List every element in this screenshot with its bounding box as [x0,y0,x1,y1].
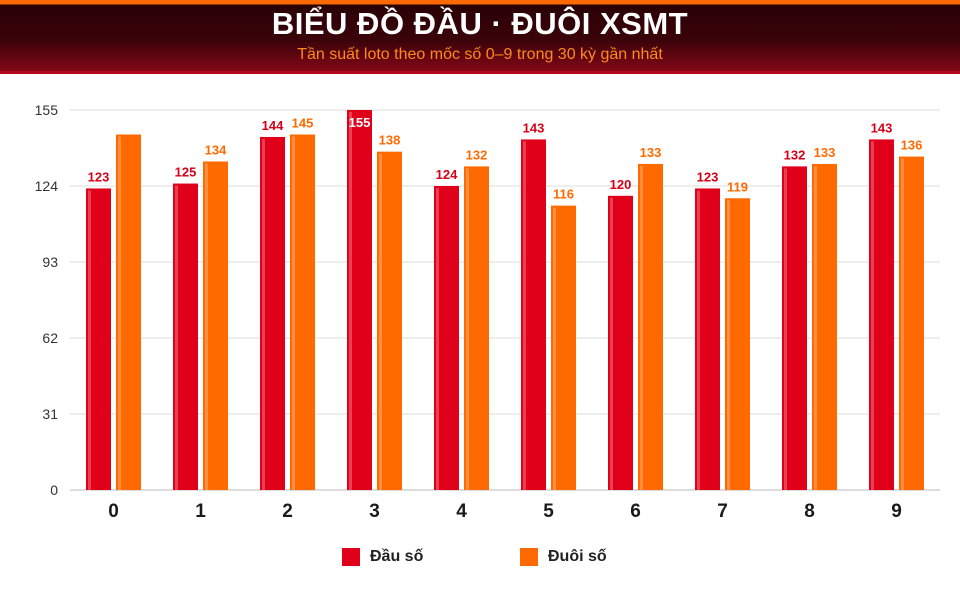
bar-dau [86,188,111,491]
y-tick-label: 124 [35,178,59,194]
bar-highlight [697,190,700,491]
legend-item-duoi[interactable]: Đuôi số [520,546,607,568]
data-label-dau: 124 [436,167,458,182]
bar-highlight [727,200,730,491]
data-label-dau: 123 [697,169,719,184]
bar-highlight [523,141,526,490]
y-tick-label: 155 [35,102,59,118]
chart-title: BIỂU ĐỒ ĐẦU · ĐUÔI XSMT [271,6,689,41]
legend-swatch-dau [342,548,360,566]
bar-highlight [466,168,469,491]
x-tick-label: 8 [804,501,815,522]
x-tick-label: 2 [282,501,293,522]
bar-dau [869,139,894,490]
data-label-duoi: 132 [466,147,488,162]
bar-dau [695,188,720,491]
bar-duoi [551,205,576,490]
legend: Đầu số Đuôi số [0,546,960,568]
bar-highlight [814,165,817,490]
bar-dau [347,110,372,490]
bar-dau [173,183,198,490]
bar-highlight [205,163,208,490]
bar-duoi [377,151,402,490]
bar-highlight [610,197,613,490]
bar-highlight [88,190,91,491]
x-tick-label: 4 [456,501,467,522]
bar-dau [782,166,807,491]
x-tick-label: 1 [195,501,206,522]
data-label-duoi: 138 [379,133,401,148]
data-label-dau: 155 [349,115,371,130]
bar-duoi [725,198,750,491]
bar-dau [260,136,285,490]
bar-duoi [116,134,141,491]
bar-highlight [553,207,556,490]
x-tick-label: 0 [108,501,119,522]
bar-highlight [379,153,382,490]
legend-label-dau: Đầu số [370,548,424,565]
bar-highlight [262,138,265,490]
data-label-dau: 132 [784,147,806,162]
data-label-duoi: 133 [640,145,662,160]
x-tick-label: 5 [543,501,554,522]
data-label-dau: 144 [262,118,284,133]
bar-duoi [899,156,924,491]
bar-highlight [871,141,874,490]
x-tick-label: 6 [630,501,641,522]
data-label-duoi: 119 [727,179,748,194]
data-label-duoi: 136 [901,138,923,153]
data-label-duoi: 116 [553,187,574,202]
data-label-duoi: 133 [814,145,836,160]
y-tick-label: 62 [42,330,58,346]
chart-subtitle: Tần suất loto theo mốc số 0–9 trong 30 k… [297,46,663,63]
legend-label-duoi: Đuôi số [548,548,607,565]
data-label-duoi: 145 [292,116,314,131]
bar-duoi [290,134,315,491]
bar-highlight [349,112,352,490]
data-label-dau: 125 [175,165,197,180]
legend-swatch-duoi [520,548,538,566]
bar-duoi [812,163,837,490]
bar-duoi [638,163,663,490]
data-label-dau: 123 [88,169,110,184]
bar-dau [521,139,546,490]
header-banner: BIỂU ĐỒ ĐẦU · ĐUÔI XSMT Tần suất loto th… [0,0,960,74]
bar-dau [434,186,459,490]
bar-highlight [118,136,121,491]
x-tick-label: 9 [891,501,902,522]
legend-item-dau[interactable]: Đầu số [342,546,423,568]
data-label-dau: 143 [523,120,545,135]
x-tick-label: 7 [717,501,728,522]
data-label-dau: 120 [610,177,632,192]
bar-dau [608,195,633,490]
bar-highlight [292,136,295,491]
bar-duoi [464,166,489,491]
bar-highlight [175,185,178,490]
data-label-dau: 143 [871,120,893,135]
data-label-duoi: 134 [205,142,227,157]
y-tick-label: 31 [42,406,58,422]
y-tick-label: 93 [42,254,58,270]
x-tick-label: 3 [369,501,380,522]
bar-highlight [784,168,787,491]
bar-highlight [640,165,643,490]
y-tick-label: 0 [50,482,58,498]
bar-highlight [901,158,904,491]
bar-duoi [203,161,228,490]
bar-highlight [436,188,439,490]
